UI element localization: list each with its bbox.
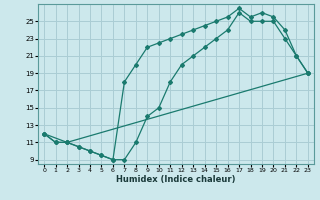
X-axis label: Humidex (Indice chaleur): Humidex (Indice chaleur) bbox=[116, 175, 236, 184]
